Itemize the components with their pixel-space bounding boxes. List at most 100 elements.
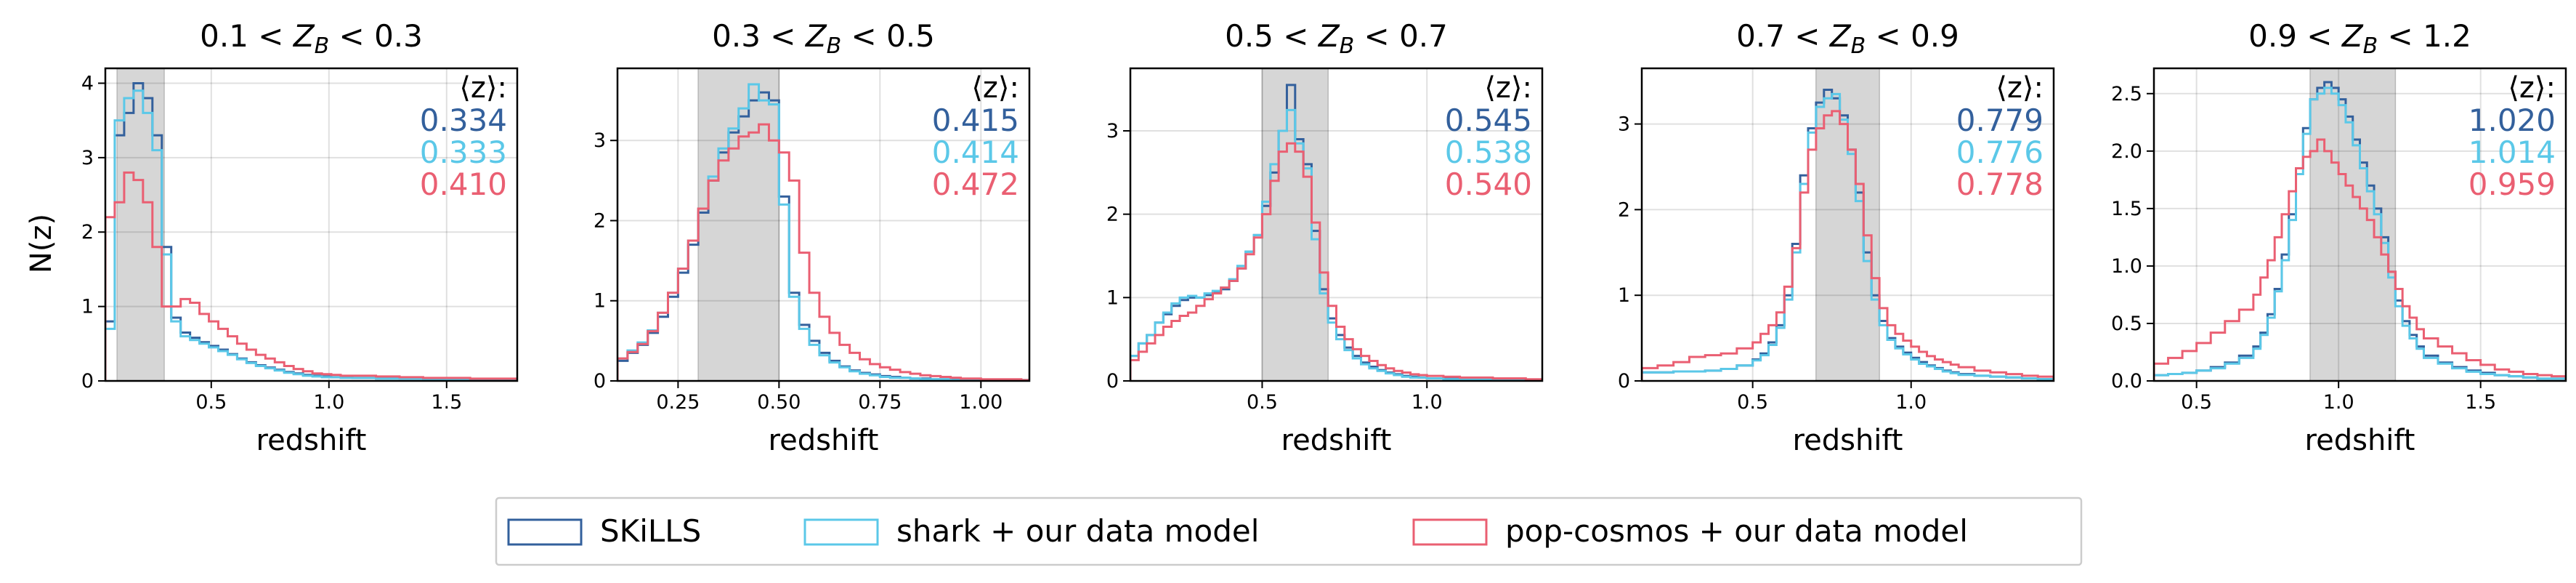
y-tick-label: 1.5 (2111, 198, 2142, 220)
pop-cosmos-histogram (1642, 110, 2054, 381)
legend-label: SKiLLS (600, 513, 701, 549)
y-tick-label: 1 (81, 296, 94, 318)
y-tick-label: 1 (1618, 284, 1630, 307)
x-tick-label: 0.5 (1247, 391, 1278, 414)
y-tick-label: 3 (1618, 113, 1630, 136)
x-axis-label: redshift (2305, 424, 2415, 457)
y-tick-label: 2 (81, 221, 94, 244)
mean-value: 0.545 (1445, 102, 1532, 138)
axes-frame (616, 67, 1031, 382)
mean-label: ⟨z⟩: (2508, 71, 2556, 105)
mean-value: 0.540 (1445, 166, 1532, 202)
y-tick-label: 0 (81, 370, 94, 393)
x-tick-label: 0.5 (195, 391, 227, 414)
panel-title: 0.3 < ZB < 0.5 (712, 18, 935, 59)
mean-value: 0.333 (420, 134, 507, 170)
panel-1: 0.5 1.0 1.5 0 1 2 3 4 redshift 0.1 < ZB < 0.3 ⟨z⟩:… (81, 18, 519, 457)
axes-frame (1129, 67, 1544, 382)
mean-value: 0.410 (420, 166, 507, 202)
x-tick-label: 1.5 (431, 391, 462, 414)
x-tick-label: 1.0 (313, 391, 344, 414)
panel-title: 0.9 < ZB < 1.2 (2248, 18, 2471, 59)
x-axis-label: redshift (1793, 424, 1903, 457)
axes-frame (1640, 67, 2055, 382)
y-tick-label: 3 (81, 147, 94, 169)
legend: SKiLLS shark + our data model pop-cosmos +… (495, 496, 2083, 566)
mean-value: 0.415 (932, 102, 1019, 138)
mean-value: 0.414 (932, 134, 1019, 170)
y-tick-label: 2.5 (2111, 83, 2142, 105)
pop-cosmos-histogram (617, 123, 1029, 381)
x-axis-label: redshift (1281, 424, 1392, 457)
panel-5: 0.5 1.0 1.5 0.0 0.5 1.0 1.5 2.0 2.5 redshift 0.9 <… (2111, 18, 2567, 457)
x-tick-label: 0.5 (1737, 391, 1768, 414)
x-axis-label: redshift (256, 424, 367, 457)
y-tick-label: 0 (1106, 370, 1119, 393)
mean-value: 0.538 (1445, 134, 1532, 170)
panels: 0.5 1.0 1.5 0 1 2 3 4 redshift 0.1 < ZB < 0.3 ⟨z⟩:… (81, 18, 2567, 457)
x-tick-label: 1.0 (2323, 391, 2354, 414)
x-tick-label: 1.0 (1895, 391, 1927, 414)
y-tick-label: 2.0 (2111, 140, 2142, 163)
legend-swatch (507, 518, 583, 546)
mean-value: 1.020 (2468, 102, 2556, 138)
mean-label: ⟨z⟩: (971, 71, 1019, 105)
mean-value: 0.776 (1956, 134, 2044, 170)
mean-label: ⟨z⟩: (1484, 71, 1532, 105)
x-tick-label: 0.75 (858, 391, 902, 414)
x-tick-label: 1.00 (959, 391, 1003, 414)
y-tick-label: 0.0 (2111, 370, 2142, 393)
y-tick-label: 2 (594, 209, 606, 232)
legend-swatch (1412, 518, 1488, 546)
y-tick-label: 2 (1618, 198, 1630, 221)
axes-frame (2152, 67, 2567, 382)
mean-value: 0.959 (2468, 166, 2556, 202)
shark-histogram (105, 89, 517, 381)
axes-frame (104, 67, 519, 382)
panel-title: 0.5 < ZB < 0.7 (1225, 18, 1448, 59)
panel-title: 0.1 < ZB < 0.3 (200, 18, 423, 59)
y-tick-label: 2 (1106, 204, 1119, 226)
y-axis-label: N(z) (25, 214, 58, 273)
mean-label: ⟨z⟩: (1996, 71, 2044, 105)
y-tick-label: 1 (1106, 286, 1119, 309)
mean-value: 1.014 (2468, 134, 2556, 170)
panel-2: 0.25 0.50 0.75 1.00 0 1 2 3 redshift 0.3 < ZB < 0… (594, 18, 1031, 457)
mean-value: 0.472 (932, 166, 1019, 202)
x-tick-label: 1.0 (1411, 391, 1443, 414)
y-tick-label: 0 (1618, 370, 1630, 393)
pop-cosmos-histogram (1130, 142, 1542, 381)
shark-histogram (2154, 87, 2566, 381)
mean-value: 0.778 (1956, 166, 2044, 202)
x-tick-label: 0.5 (2181, 391, 2212, 414)
legend-swatch (803, 518, 879, 546)
y-tick-label: 0.5 (2111, 313, 2142, 335)
legend-label: pop-cosmos + our data model (1505, 513, 1968, 549)
legend-frame (495, 496, 2083, 566)
y-tick-label: 1 (594, 290, 606, 313)
mean-value: 0.334 (420, 102, 507, 138)
y-tick-label: 3 (594, 129, 606, 152)
x-tick-label: 1.5 (2465, 391, 2496, 414)
pop-cosmos-histogram (2154, 138, 2566, 381)
mean-value: 0.779 (1956, 102, 2044, 138)
y-tick-label: 4 (81, 72, 94, 95)
histograms (105, 81, 517, 381)
zb-range-shade (2309, 68, 2397, 382)
histograms (1642, 88, 2054, 381)
y-tick-label: 3 (1106, 120, 1119, 142)
x-axis-label: redshift (769, 424, 879, 457)
histograms (617, 83, 1029, 381)
pop-cosmos-histogram (105, 171, 517, 381)
x-tick-label: 0.25 (656, 391, 700, 414)
panel-title: 0.7 < ZB < 0.9 (1736, 18, 1959, 59)
mean-label: ⟨z⟩: (459, 71, 507, 105)
y-tick-label: 1.0 (2111, 255, 2142, 278)
y-tick-label: 0 (594, 370, 606, 393)
x-tick-label: 0.50 (757, 391, 801, 414)
histograms (1130, 84, 1542, 381)
histograms (2154, 81, 2566, 381)
